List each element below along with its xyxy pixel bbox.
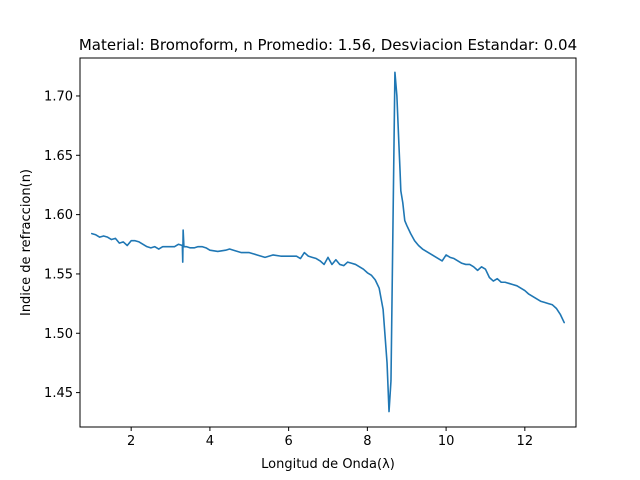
x-axis-label: Longitud de Onda(λ)	[261, 457, 395, 472]
x-tick-label: 4	[206, 434, 214, 449]
x-tick-label: 6	[284, 434, 292, 449]
y-tick-label: 1.70	[44, 89, 73, 104]
y-axis-label: Indice de refraccion(n)	[19, 169, 34, 316]
y-tick-label: 1.45	[44, 386, 73, 401]
series-line-0	[91, 71, 565, 413]
x-tick-label: 12	[517, 434, 534, 449]
plot-area	[80, 58, 576, 427]
y-tick-label: 1.55	[44, 267, 73, 282]
x-tick-label: 10	[438, 434, 455, 449]
y-tick-label: 1.65	[44, 149, 73, 164]
y-tick-label: 1.60	[44, 208, 73, 223]
plot-background	[80, 58, 576, 427]
x-tick-label: 2	[127, 434, 135, 449]
x-tick-label: 8	[363, 434, 371, 449]
chart-title: Material: Bromoform, n Promedio: 1.56, D…	[79, 36, 577, 54]
y-axis-ticks: 1.45 1.50 1.55 1.60 1.65 1.70	[44, 89, 80, 401]
series-layer	[91, 71, 565, 413]
plot-frame	[79, 57, 577, 428]
y-tick-label: 1.50	[44, 327, 73, 342]
x-axis-ticks: 2 4 6 8 10 12	[127, 427, 533, 449]
